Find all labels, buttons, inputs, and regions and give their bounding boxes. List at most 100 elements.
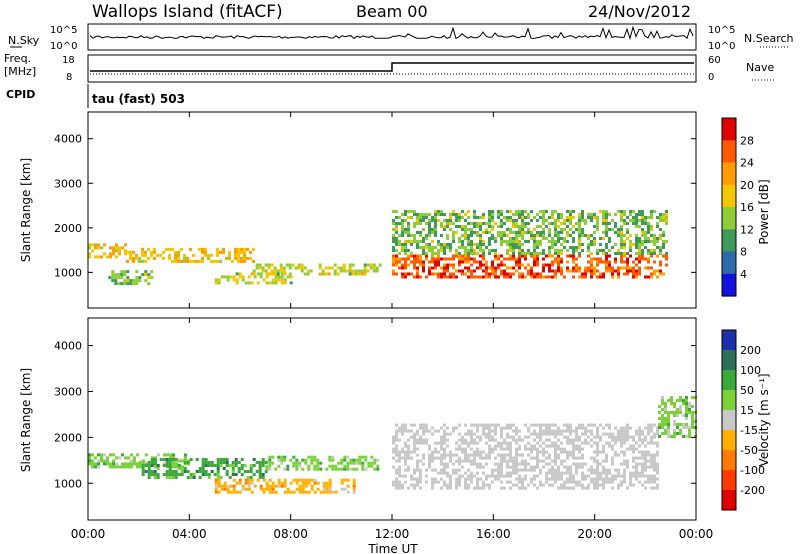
time-tick-label: 04:00	[172, 527, 207, 541]
velocity-cell	[554, 441, 557, 445]
velocity-cell	[398, 429, 401, 433]
velocity-cell	[449, 456, 452, 460]
velocity-cell	[431, 477, 434, 481]
power-cell	[434, 266, 437, 270]
power-cell	[485, 246, 488, 249]
power-cell	[256, 272, 260, 276]
power-cell	[237, 253, 240, 257]
velocity-cell	[452, 462, 455, 466]
velocity-cell	[527, 468, 530, 472]
power-cell	[572, 266, 575, 270]
velocity-cell	[545, 471, 548, 475]
velocity-cell	[551, 474, 554, 478]
power-cell	[443, 272, 446, 276]
velocity-cell	[364, 467, 368, 471]
velocity-cell	[216, 467, 220, 470]
power-cell	[647, 249, 650, 252]
velocity-cell	[250, 481, 254, 485]
power-cell	[339, 266, 343, 270]
velocity-cell	[171, 458, 175, 461]
power-cell	[289, 275, 293, 279]
velocity-cell	[536, 462, 539, 466]
power-cell	[521, 231, 524, 234]
power-cell	[428, 231, 431, 234]
power-cell	[431, 249, 434, 252]
velocity-cell	[470, 480, 473, 484]
velocity-cell	[422, 462, 425, 466]
velocity-cell	[608, 480, 611, 484]
velocity-cell	[512, 423, 515, 427]
velocity-cell	[572, 462, 575, 466]
velocity-cell	[154, 462, 157, 466]
velocity-cell	[673, 402, 676, 405]
velocity-cell	[530, 432, 533, 436]
velocity-cell	[355, 467, 359, 471]
velocity-cell	[404, 441, 407, 445]
power-cell	[572, 210, 575, 213]
velocity-cell	[641, 438, 644, 442]
velocity-cell	[470, 435, 473, 439]
power-cell	[491, 228, 494, 231]
velocity-cell	[647, 453, 650, 457]
power-cell	[434, 222, 437, 225]
power-cell	[536, 260, 539, 264]
velocity-cell	[157, 453, 160, 457]
power-cell	[144, 253, 147, 257]
power-cell	[416, 266, 419, 270]
velocity-cell	[464, 480, 467, 484]
velocity-cell	[130, 459, 133, 463]
velocity-cell	[494, 474, 497, 478]
velocity-cell	[292, 464, 296, 468]
power-cell	[398, 234, 401, 237]
power-cell	[458, 225, 461, 228]
velocity-cell	[581, 432, 584, 436]
velocity-cell	[461, 474, 464, 478]
power-cell	[428, 234, 431, 237]
power-cell	[473, 252, 476, 255]
velocity-cell	[222, 461, 226, 464]
power-cell	[425, 222, 428, 225]
velocity-cell	[458, 462, 461, 466]
power-cell	[620, 228, 623, 231]
velocity-cell	[554, 453, 557, 457]
power-cell	[518, 272, 521, 276]
power-cell	[620, 219, 623, 222]
velocity-cell	[545, 444, 548, 448]
velocity-cell	[401, 483, 404, 487]
power-y-label: Slant Range [km]	[19, 158, 33, 262]
power-cell	[650, 275, 653, 279]
power-cell	[132, 259, 135, 263]
power-cell	[557, 213, 560, 216]
power-cell	[243, 259, 246, 263]
power-cell	[237, 256, 240, 260]
power-cell	[467, 210, 470, 213]
velocity-cell	[247, 487, 251, 491]
velocity-cell	[596, 480, 599, 484]
velocity-cell	[201, 461, 205, 464]
velocity-cell	[264, 461, 268, 464]
power-cell	[455, 216, 458, 219]
velocity-cell	[235, 481, 239, 485]
power-cell	[106, 255, 109, 259]
velocity-cell	[407, 468, 410, 472]
velocity-cell	[250, 478, 254, 482]
power-cell	[542, 275, 545, 279]
power-cell	[369, 263, 373, 267]
velocity-cell	[271, 455, 275, 459]
velocity-cell	[515, 453, 518, 457]
velocity-cell	[304, 481, 308, 485]
power-cell	[515, 237, 518, 240]
velocity-cell	[168, 461, 172, 464]
power-cell	[497, 266, 500, 270]
velocity-cell	[395, 453, 398, 457]
power-cell	[635, 237, 638, 240]
velocity-cell	[473, 438, 476, 442]
velocity-cell	[240, 464, 244, 467]
power-cell	[422, 240, 425, 243]
velocity-cell	[461, 450, 464, 454]
power-cell	[581, 213, 584, 216]
velocity-cell	[398, 438, 401, 442]
power-cell	[255, 263, 259, 267]
velocity-cell	[367, 461, 371, 465]
power-cell	[581, 272, 584, 276]
